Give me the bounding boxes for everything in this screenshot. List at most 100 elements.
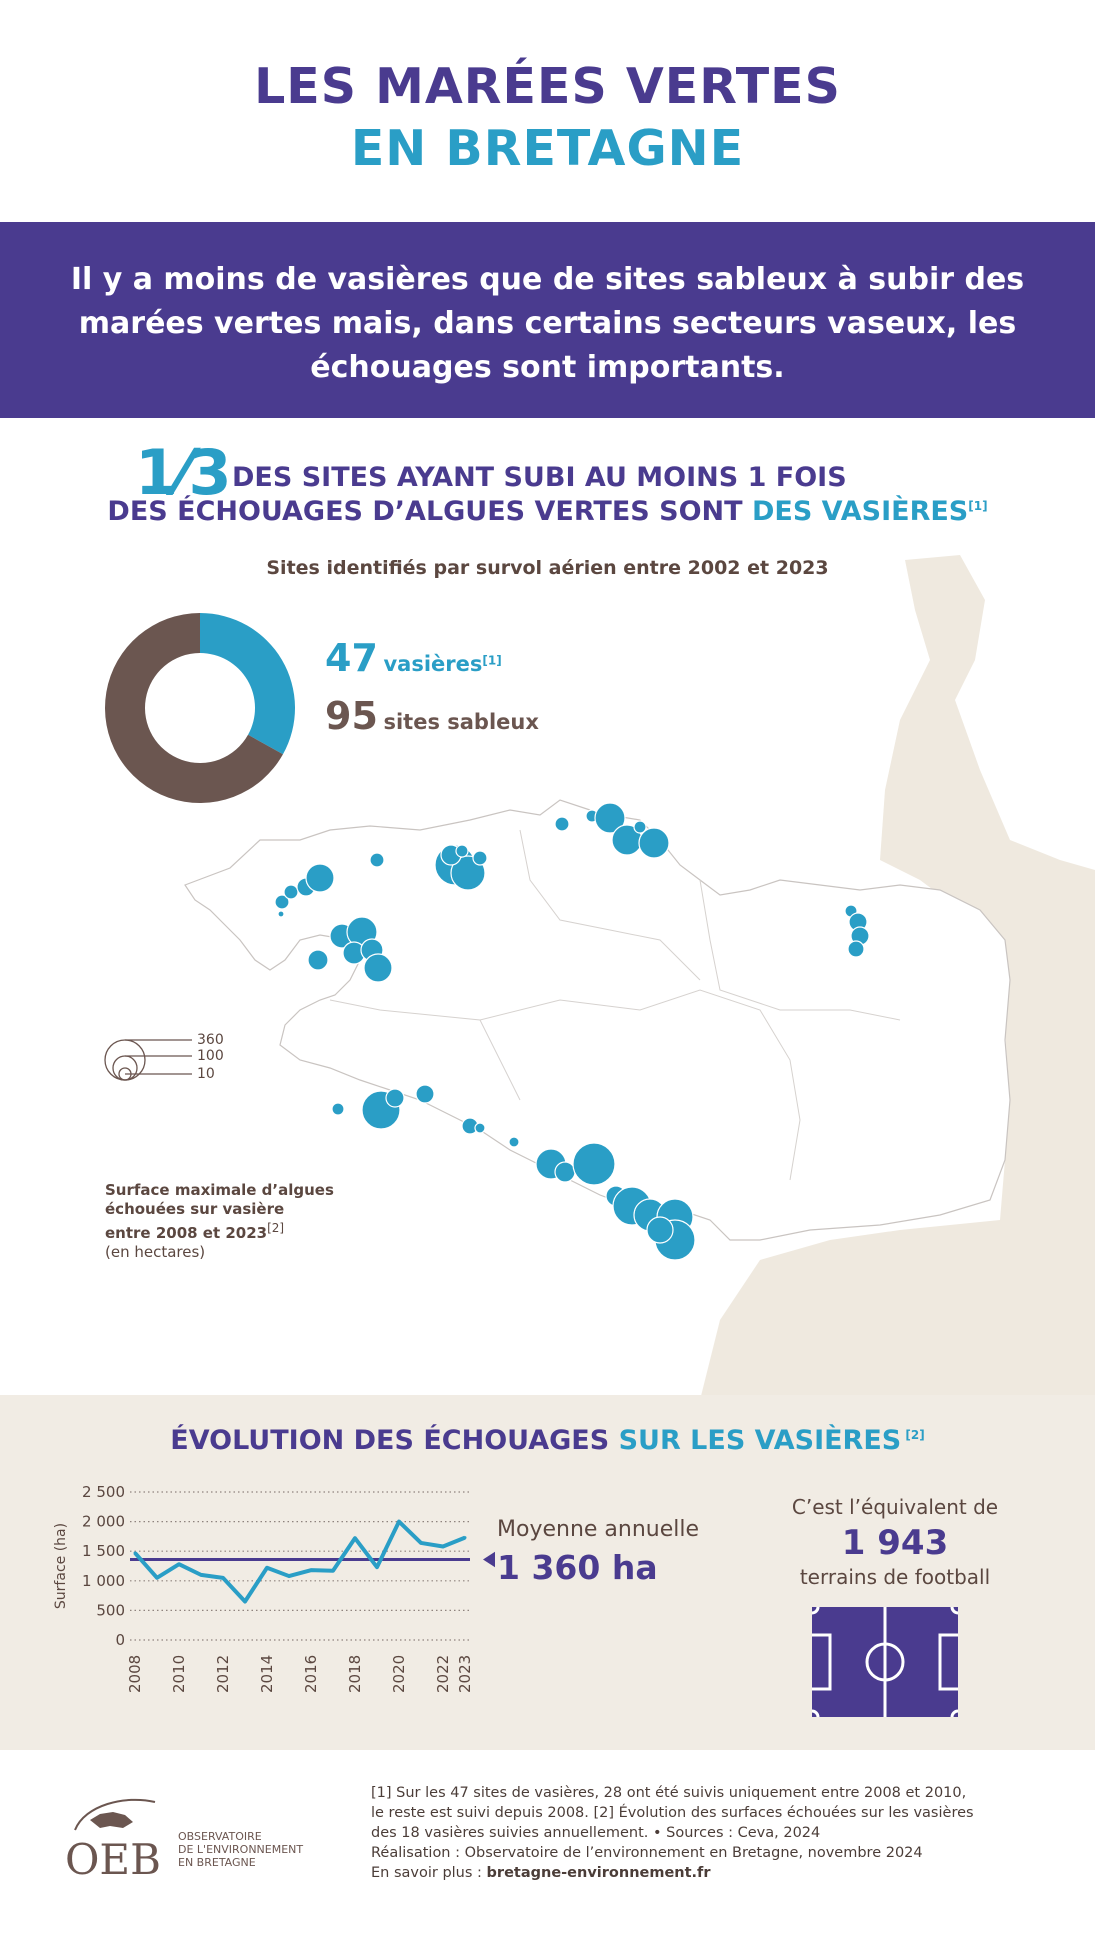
data-point — [419, 1541, 423, 1545]
vasieres-label: vasières — [383, 652, 483, 676]
evolution-title: ÉVOLUTION DES ÉCHOUAGES SUR LES VASIÈRES… — [0, 1425, 1095, 1456]
footer-line1: [1] Sur les 47 sites de vasières, 28 ont… — [371, 1785, 967, 1801]
footer-line3: des 18 vasières suivies annuellement. • … — [371, 1825, 821, 1841]
intro-banner — [0, 222, 1095, 418]
headline-fraction: 1⁄3 — [135, 436, 232, 509]
data-point — [221, 1576, 225, 1580]
data-point — [243, 1600, 247, 1604]
vasiere-site — [415, 1084, 435, 1104]
data-point — [331, 1569, 335, 1573]
neighbor-land — [700, 555, 1095, 1400]
donut-slice-vasieres — [200, 613, 295, 755]
vasiere-site — [385, 1088, 405, 1108]
vasiere-site — [455, 844, 469, 858]
data-point — [353, 1536, 357, 1540]
vasiere-site — [331, 1102, 345, 1116]
inland-boundary — [479, 989, 801, 1181]
x-tick-label: 2023 — [456, 1655, 474, 1693]
inland-boundary-3 — [329, 999, 521, 1101]
intro-banner-text: Il y a moins de vasières que de sites sa… — [70, 262, 1025, 385]
x-tick-label: 2020 — [390, 1655, 408, 1693]
average-label: Moyenne annuelle — [497, 1517, 700, 1542]
headline-line2-text: DES ÉCHOUAGES D’ALGUES VERTES SONT — [107, 496, 752, 527]
sableux-count: 95 — [325, 694, 378, 738]
vasiere-circles — [274, 802, 870, 1261]
footer-notes: [1] Sur les 47 sites de vasières, 28 ont… — [371, 1783, 1071, 1883]
equivalent-label: C’est l’équivalent de — [791, 1495, 999, 1519]
vasiere-site — [363, 953, 393, 983]
data-point — [177, 1562, 181, 1566]
equivalent-value: 1 943 — [841, 1523, 949, 1563]
x-tick-label: 2008 — [126, 1655, 144, 1693]
vasieres-count: 47 — [325, 636, 378, 680]
inland-boundary-2 — [519, 829, 701, 981]
y-axis-label: Surface (ha) — [53, 1523, 69, 1609]
headline-line2: DES ÉCHOUAGES D’ALGUES VERTES SONT DES V… — [0, 496, 1095, 527]
headline-note: [1] — [968, 499, 988, 513]
data-point — [375, 1565, 379, 1569]
brittany-map — [104, 555, 1095, 1400]
logo-line3: EN BRETAGNE — [178, 1856, 256, 1869]
legend-size-100: 100 — [197, 1048, 224, 1064]
data-point — [287, 1574, 291, 1578]
vasiere-site — [277, 910, 285, 918]
logo-text: OBSERVATOIRE DE L'ENVIRONNEMENT EN BRETA… — [178, 1830, 303, 1869]
series-line — [133, 1519, 466, 1604]
vasiere-site — [847, 940, 865, 958]
oeb-logo-mark-icon — [74, 1798, 156, 1831]
evolution-line-chart: 2 500 2 000 1 500 1 000 500 0 Surface (ha) 2008… — [53, 1483, 495, 1693]
y-tick-label: 2 500 — [82, 1483, 125, 1501]
inland-boundary-4 — [699, 879, 901, 1021]
footer-more-label: En savoir plus : — [371, 1865, 487, 1881]
y-tick-label: 2 000 — [82, 1513, 125, 1531]
vasiere-site — [633, 820, 647, 834]
x-tick-label: 2022 — [434, 1655, 452, 1693]
evolution-title-b: SUR LES VASIÈRES — [618, 1425, 902, 1456]
logo-line1: OBSERVATOIRE — [178, 1830, 262, 1843]
donut-slice-sableux — [105, 613, 283, 803]
footer-link[interactable]: bretagne-environnement.fr — [486, 1865, 711, 1881]
footer-line5: En savoir plus : bretagne-environnement.… — [371, 1863, 1071, 1883]
size-legend-circles — [104, 1039, 192, 1081]
sites-donut-chart — [105, 613, 295, 803]
x-tick-label: 2010 — [170, 1655, 188, 1693]
page-title: LES MARÉES VERTES — [254, 58, 841, 115]
headline-line1: DES SITES AYANT SUBI AU MOINS 1 FOIS — [232, 462, 847, 493]
legend-line3: entre 2008 et 2023 — [105, 1224, 268, 1242]
logo-line2: DE L'ENVIRONNEMENT — [178, 1843, 304, 1856]
map-legend: Surface maximale d’algues échouées sur v… — [105, 1181, 334, 1262]
y-tick-label: 0 — [115, 1631, 125, 1649]
vasiere-site — [369, 852, 385, 868]
vasiere-site — [283, 884, 299, 900]
legend-note: [2] — [267, 1221, 285, 1235]
data-point — [463, 1536, 467, 1540]
logo-acronym: OEB — [65, 1835, 161, 1884]
x-tick-label: 2018 — [346, 1655, 364, 1693]
vasiere-site — [508, 1136, 520, 1148]
vasieres-note: [1] — [482, 653, 502, 668]
vasiere-site — [572, 1142, 616, 1186]
vasiere-site — [274, 894, 290, 910]
data-point — [155, 1576, 159, 1580]
football-field-icon — [812, 1607, 958, 1717]
legend-line4: (en hectares) — [105, 1243, 206, 1261]
data-point — [441, 1544, 445, 1548]
vasiere-site — [307, 949, 329, 971]
vasiere-site — [472, 850, 488, 866]
page-title-subline: EN BRETAGNE — [350, 120, 745, 177]
stat-sableux: 95 sites sableux — [325, 694, 539, 738]
sableux-label: sites sableux — [383, 710, 539, 734]
x-tick-label: 2014 — [258, 1655, 276, 1693]
vasiere-site — [554, 816, 570, 832]
y-tick-label: 1 500 — [82, 1542, 125, 1560]
headline-highlight: DES VASIÈRES — [751, 496, 969, 527]
equivalent-sub: terrains de football — [799, 1565, 991, 1589]
evolution-title-note: [2] — [901, 1428, 925, 1442]
average-value: 1 360 ha — [497, 1548, 658, 1587]
vasiere-site — [554, 1161, 576, 1183]
vasiere-site — [305, 863, 335, 893]
data-point — [309, 1568, 313, 1572]
legend-line1: Surface maximale d’algues — [105, 1181, 334, 1199]
vasiere-site — [474, 1122, 486, 1134]
footer-line2: le reste est suivi depuis 2008. [2] Évol… — [371, 1805, 974, 1821]
